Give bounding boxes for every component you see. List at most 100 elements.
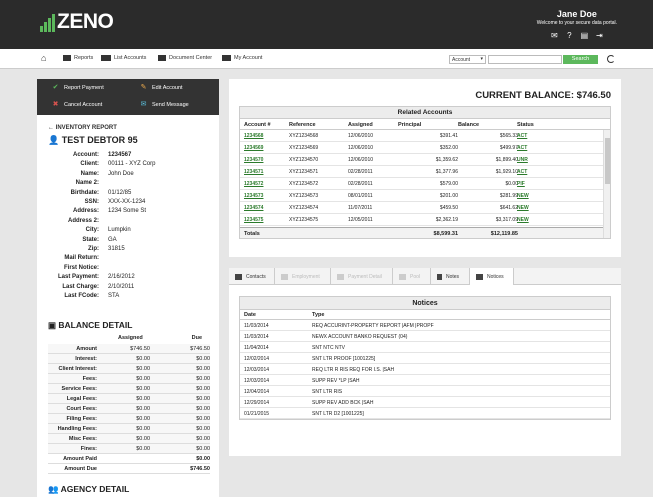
debtor-field-value: STA (108, 293, 120, 299)
debtor-field-label: Name 2: (75, 180, 99, 187)
refresh-icon[interactable] (607, 55, 615, 63)
debtor-field-label: Client: (80, 161, 99, 168)
cancel-account-button[interactable]: ✖ Cancel Account (52, 101, 103, 108)
documents-icon[interactable]: ▤ (580, 31, 589, 40)
account-link[interactable]: 1234575 (244, 217, 264, 223)
tab-pool[interactable]: Pool (393, 268, 431, 285)
scrollbar-thumb[interactable] (605, 138, 610, 184)
inventory-report-link[interactable]: ← INVENTORY REPORT (48, 125, 117, 131)
status-link[interactable]: NEW (517, 205, 529, 211)
home-link[interactable]: ⌂ (41, 54, 46, 63)
debtor-field-value: 00111 - XYZ Corp (108, 161, 156, 168)
logout-icon[interactable]: ⇥ (596, 31, 603, 40)
status-link[interactable]: ACT (517, 169, 528, 175)
debtor-field-label: Name: (80, 170, 99, 177)
status-link[interactable]: ACT (517, 145, 528, 151)
debtor-field-label: Address: (72, 208, 99, 215)
nav-reports[interactable]: Reports (63, 55, 93, 61)
notices-table: Notices Date Type 11/03/2014 REQ ACCURINT… (239, 296, 611, 420)
debtor-field-label: First Notice: (63, 264, 99, 271)
balance-row: Legal Fees: $0.00 $0.00 (48, 394, 210, 404)
debtor-field-value: 31815 (108, 246, 125, 252)
total-principal: $8,599.31 (433, 231, 458, 237)
tab-notes[interactable]: Notes (431, 268, 470, 285)
edit-account-button[interactable]: ✎ Edit Account (140, 84, 183, 91)
account-link[interactable]: 1234570 (244, 157, 264, 163)
related-account-row[interactable]: 1234570 XYZ1234570 12/06/2010 $1,359.62 $1,8… (240, 154, 610, 166)
related-account-row[interactable]: 1234573 XYZ1234573 08/01/2011 $201.00 $281.9… (240, 190, 610, 202)
tab-payment-detail[interactable]: Payment Detail (331, 268, 393, 285)
balance-due: $0.00 (196, 366, 210, 372)
related-accounts-title: Related Accounts (240, 107, 610, 119)
nav-list-accounts[interactable]: List Accounts (101, 55, 146, 61)
balance-assigned: $0.00 (136, 416, 150, 422)
totals-label: Totals (244, 231, 260, 237)
related-account-row[interactable]: 1234568 XYZ1234568 12/06/2010 $391.41 $565.3… (240, 130, 610, 142)
related-account-row[interactable]: 1234574 XYZ1234574 11/07/2011 $459.50 $641.6… (240, 202, 610, 214)
mail-icon[interactable]: ✉ (551, 31, 558, 40)
status-link[interactable]: NEW (517, 217, 529, 223)
tab-contacts[interactable]: Contacts (229, 268, 275, 285)
related-accounts-table: Related Accounts Account # Reference Ass… (239, 106, 611, 239)
balance-due: $0.00 (196, 396, 210, 402)
balance-due: $746.50 (190, 346, 210, 352)
tab-notices[interactable]: Notices (470, 268, 514, 285)
account-link[interactable]: 1234574 (244, 205, 264, 211)
report-payment-button[interactable]: ✔ Report Payment (52, 84, 104, 91)
debtor-field-label: Birthdate: (70, 189, 99, 196)
related-cell: XYZ1234574 (289, 205, 319, 211)
related-accounts-header: Account # Reference Assigned Principal B… (240, 119, 610, 130)
status-link[interactable]: ACT (517, 133, 528, 139)
related-cell: $3,317.09 (495, 217, 518, 223)
related-account-row[interactable]: 1234571 XYZ1234571 02/28/2011 $1,377.96 $1,9… (240, 166, 610, 178)
notice-date: 11/03/2014 (244, 323, 269, 329)
help-icon[interactable]: ? (567, 31, 572, 40)
debtor-field-label: State: (82, 236, 99, 243)
related-cell: $201.00 (439, 193, 458, 199)
nav-my-account[interactable]: My Account (222, 55, 262, 61)
nav-list-accounts-label: List Accounts (114, 55, 147, 61)
account-link[interactable]: 1234571 (244, 169, 264, 175)
search-button[interactable]: Search (563, 55, 598, 64)
related-cell: XYZ1234568 (289, 133, 319, 139)
balance-due: $0.00 (196, 376, 210, 382)
related-cell: 08/01/2011 (348, 193, 373, 199)
status-link[interactable]: UNR (517, 157, 528, 163)
user-icon: 👤 (48, 135, 60, 145)
account-link[interactable]: 1234573 (244, 193, 264, 199)
tab-notes-label: Notes (446, 273, 460, 280)
search-input[interactable] (488, 55, 562, 64)
zeno-logo[interactable]: ZENO (40, 11, 114, 32)
related-cell: XYZ1234570 (289, 157, 319, 163)
close-icon: ✖ (52, 101, 59, 108)
account-link[interactable]: 1234572 (244, 181, 264, 187)
user-panel: Jane Doe Welcome to your secure data por… (537, 9, 617, 40)
send-message-label: Send Message (152, 101, 189, 108)
related-cell: 12/06/2010 (348, 133, 374, 139)
agency-detail-title-text: AGENCY DETAIL (60, 484, 130, 494)
related-account-row[interactable]: 1234572 XYZ1234572 02/28/2011 $579.00 $0.00 P… (240, 178, 610, 190)
account-link[interactable]: 1234568 (244, 133, 264, 139)
related-scrollbar[interactable] (603, 130, 610, 238)
related-cell: $1,359.62 (435, 157, 458, 163)
debtor-field-label: SSN: (84, 199, 99, 205)
status-link[interactable]: NEW (517, 193, 529, 199)
nav-document-center[interactable]: Document Center (158, 55, 212, 61)
debtor-field-value: 1234 Some St (108, 208, 147, 215)
related-cell: $2,362.19 (435, 217, 458, 223)
balance-label: Fees: (82, 376, 97, 382)
send-message-button[interactable]: ✉ Send Message (140, 101, 189, 108)
status-link[interactable]: PIF (517, 181, 525, 187)
account-link[interactable]: 1234569 (244, 145, 264, 151)
tab-employment[interactable]: Employment (275, 268, 331, 285)
notice-row: 01/21/2015 SNT LTR D2 [1001225] (240, 408, 610, 419)
account-type-select[interactable]: Account (449, 55, 486, 64)
related-account-row[interactable]: 1234575 XYZ1234575 12/05/2011 $2,362.19 $3,3… (240, 214, 610, 226)
balance-due: $0.00 (196, 426, 210, 432)
related-account-row[interactable]: 1234569 XYZ1234569 12/06/2010 $352.00 $499.9… (240, 142, 610, 154)
notice-row: 11/03/2014 NEWX ACCOUNT BANKO REQUEST (04… (240, 331, 610, 342)
debtor-field-label: Address 2: (67, 217, 99, 224)
col-assigned: Assigned (118, 335, 143, 341)
briefcase-icon (281, 273, 288, 280)
debtor-name: 👤 TEST DEBTOR 95 (48, 135, 138, 146)
